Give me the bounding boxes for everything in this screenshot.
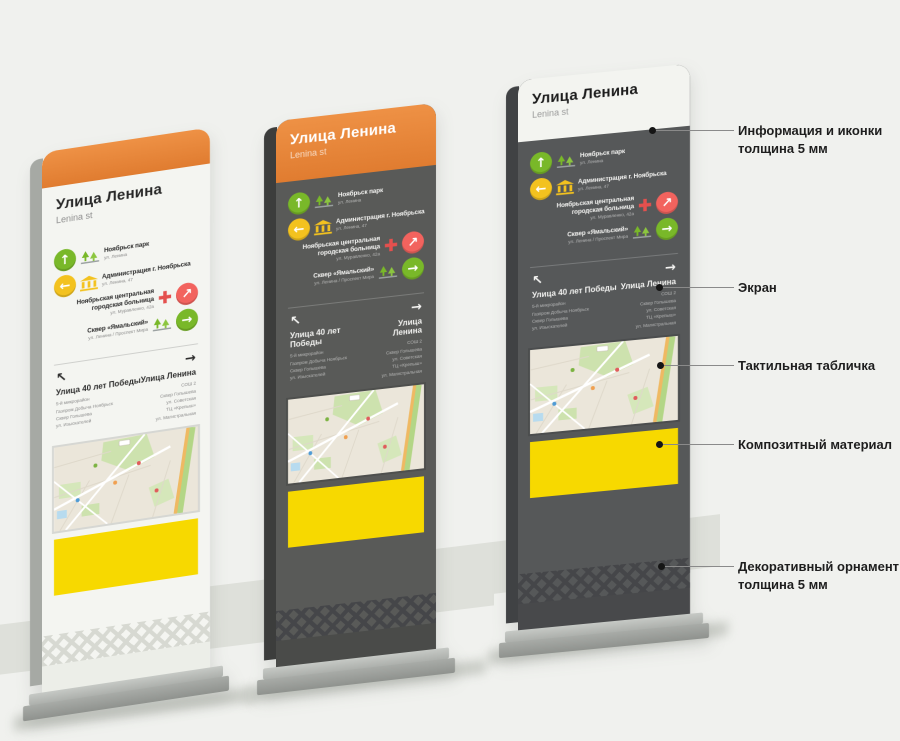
street-left-column: ↖ Улица 40 лет Победы 5-й микрорайон Газ…: [290, 307, 370, 390]
destination-row-park: ↑ Ноябрьск парк ул. Ленина: [288, 178, 424, 216]
right-arrow-icon: →: [665, 260, 676, 277]
up-right-arrow-icon: ↗: [407, 234, 419, 251]
pylon-dark-orange-cap: Улица Ленина Lenina st ↑ Ноябрьск парк: [257, 102, 455, 696]
hospital-cross-icon: [158, 289, 172, 305]
left-arrow-icon: ←: [535, 181, 547, 198]
destination-list: ↑ Ноябрьск парк ул. Ленина ←: [42, 223, 210, 356]
destination-row-hospital: ↗ Ноябрьская центральная городская больн…: [54, 281, 198, 325]
direction-arrow-badge: ↗: [402, 230, 424, 255]
administration-icon: [556, 178, 574, 195]
administration-icon: [80, 274, 98, 292]
destination-row-hospital: ↗ Ноябрьская центральная городская больн…: [530, 191, 678, 228]
map-screen: [530, 335, 678, 435]
park-icon: [378, 263, 398, 280]
map-screen: [288, 384, 424, 484]
callout-line: [654, 130, 734, 131]
hospital-cross-icon: [638, 198, 652, 213]
callout-line: [662, 365, 734, 366]
direction-arrow-badge: ←: [288, 217, 310, 242]
callout-label: Композитный материал: [738, 437, 893, 452]
direction-arrow-badge: ↑: [54, 247, 76, 273]
streets-section: ↖ Улица 40 лет Победы 5-й микрорайон Газ…: [530, 253, 678, 341]
callout-dot: [656, 284, 663, 291]
pylon-white-orange-cap: Улица Ленина Lenina st ↑ Ноябрьск парк: [23, 127, 229, 722]
up-arrow-icon: ↑: [535, 155, 547, 172]
callout-line: [661, 287, 734, 288]
administration-icon: [314, 218, 332, 235]
direction-arrow-badge: ↗: [656, 191, 678, 216]
streets-section: ↖ Улица 40 лет Победы 5-й микрорайон Газ…: [288, 292, 424, 390]
callout-line: [661, 444, 734, 445]
up-arrow-icon: ↑: [59, 251, 71, 269]
park-icon: [314, 192, 334, 209]
direction-arrow-badge: ↗: [176, 281, 198, 307]
right-arrow-icon: →: [407, 260, 419, 277]
callout-dot: [649, 127, 656, 134]
pylon-front-face: Улица Ленина Lenina st ↑ Ноябрьск парк: [42, 127, 210, 693]
up-right-arrow-icon: ↗: [661, 195, 673, 212]
callout-dot: [658, 563, 665, 570]
destination-row-administration: ← Администрация г. Ноябрьска ул. Ленина,…: [530, 165, 678, 202]
street-left-column: ↖ Улица 40 лет Победы 5-й микрорайон Газ…: [532, 267, 617, 340]
street-left-column: ↖ Улица 40 лет Победы 5-й микрорайон Газ…: [56, 360, 141, 437]
callout-dot: [656, 441, 663, 448]
street-right-column: → Улица Ленина СОШ 2 Сквер Голышева ул. …: [621, 260, 676, 331]
destination-list: ↑ Ноябрьск парк ул. Ленина ←: [518, 134, 690, 259]
callout-label: Экран: [738, 280, 777, 295]
destination-row-square: → Сквер «Ямальский» ул. Ленина / Проспек…: [530, 217, 678, 253]
street-name: Улица Ленина: [392, 316, 422, 339]
destination-row-park: ↑ Ноябрьск парк ул. Ленина: [530, 139, 678, 176]
streets-section: ↖ Улица 40 лет Победы 5-й микрорайон Газ…: [54, 343, 198, 438]
street-right-column: → Улица Ленина СОШ 2 Сквер Голышева ул. …: [141, 351, 196, 425]
pylon-front-face: Улица Ленина Lenina st ↑ Ноябрьск парк: [518, 63, 690, 631]
right-arrow-icon: →: [181, 311, 193, 329]
direction-arrow-badge: ←: [54, 273, 76, 299]
up-right-arrow-icon: ↗: [181, 285, 193, 303]
callout-dot: [657, 362, 664, 369]
park-icon: [152, 315, 172, 333]
destination-list: ↑ Ноябрьск парк ул. Ленина ←: [276, 173, 436, 300]
left-arrow-icon: ←: [59, 277, 71, 295]
destination-row-administration: ← Администрация г. Ноябрьска ул. Ленина,…: [288, 204, 425, 242]
direction-arrow-badge: →: [402, 256, 424, 282]
direction-arrow-badge: ↑: [530, 151, 552, 176]
direction-arrow-badge: ←: [530, 177, 552, 202]
pylon-content: ↑ Ноябрьск парк ул. Ленина ←: [518, 126, 690, 631]
left-arrow-icon: ←: [293, 221, 305, 238]
park-icon: [556, 152, 576, 169]
callout-label: Информация и иконки толщина 5 мм: [738, 123, 883, 156]
park-icon: [632, 223, 652, 240]
pylon-dark-white-cap: Улица Ленина Lenina st ↑ Ноябрьск парк: [499, 63, 709, 659]
callout-label: Тактильная табличка: [738, 358, 876, 373]
callout-label: Декоративный орнамент толщина 5 мм: [738, 559, 900, 592]
street-right-column: → Улица Ленина СОШ 2 Сквер Голышева ул. …: [370, 300, 422, 381]
up-arrow-icon: ↑: [293, 195, 305, 212]
destination-row-administration: ← Администрация г. Ноябрьска ул. Ленина,…: [54, 255, 198, 299]
hospital-cross-icon: [384, 237, 398, 253]
park-icon: [80, 247, 100, 265]
destination-row-hospital: ↗ Ноябрьская центральная городская больн…: [288, 230, 424, 268]
direction-arrow-badge: ↑: [288, 191, 310, 216]
map-screen: [54, 426, 198, 532]
destination-row-park: ↑ Ноябрьск парк ул. Ленина: [54, 229, 198, 273]
pylon-front-face: Улица Ленина Lenina st ↑ Ноябрьск парк: [276, 102, 436, 668]
pylon-content: ↑ Ноябрьск парк ул. Ленина ←: [276, 165, 436, 668]
right-arrow-icon: →: [661, 221, 673, 238]
direction-arrow-badge: →: [176, 307, 198, 333]
direction-arrow-badge: →: [656, 217, 678, 242]
pylon-content: ↑ Ноябрьск парк ул. Ленина ←: [42, 215, 210, 693]
destination-row-square: → Сквер «Ямальский» ул. Ленина / Проспек…: [288, 256, 424, 294]
callout-line: [663, 566, 734, 567]
destination-row-square: → Сквер «Ямальский» ул. Ленина / Проспек…: [54, 307, 198, 352]
